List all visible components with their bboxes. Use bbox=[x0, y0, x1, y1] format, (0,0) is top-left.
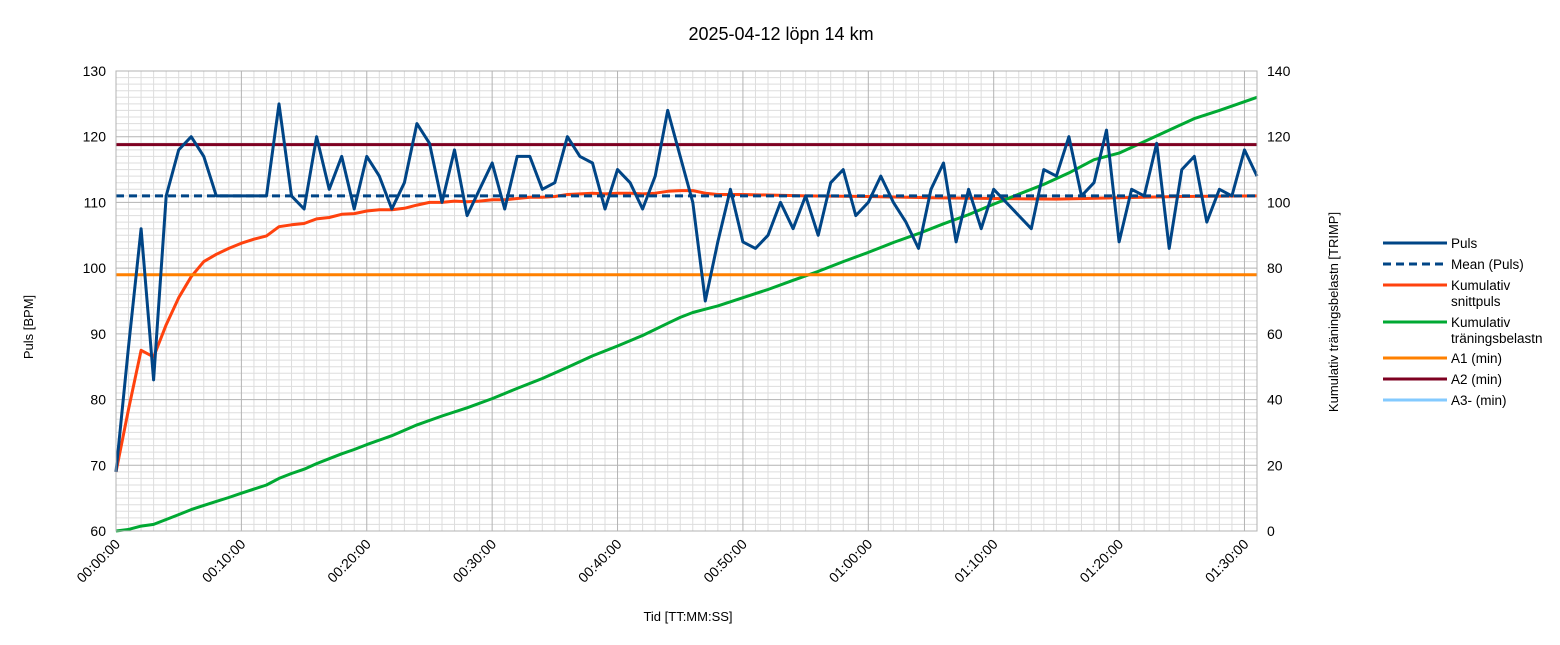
x-axis-label: Tid [TT:MM:SS] bbox=[643, 609, 732, 624]
legend-label: träningsbelastn bbox=[1451, 331, 1543, 346]
legend-label: Mean (Puls) bbox=[1451, 257, 1524, 272]
y2-axis-label: Kumulativ träningsbelastn [TRIMP] bbox=[1326, 212, 1341, 412]
y2-tick-label: 120 bbox=[1267, 129, 1291, 145]
x-tick-label: 00:00:00 bbox=[73, 536, 123, 586]
y2-tick-label: 0 bbox=[1267, 523, 1275, 539]
legend-label: Kumulativ bbox=[1451, 315, 1511, 330]
chart-title: 2025-04-12 löpn 14 km bbox=[688, 24, 873, 44]
series-line-kumulativ-tr-ningsbelastn bbox=[115, 95, 1258, 533]
y2-tick-label: 140 bbox=[1267, 63, 1291, 79]
y-tick-label: 80 bbox=[90, 392, 106, 408]
legend-label: snittpuls bbox=[1451, 294, 1501, 309]
y-tick-label: 70 bbox=[90, 457, 106, 473]
x-tick-label: 01:20:00 bbox=[1076, 536, 1126, 586]
x-tick-label: 00:30:00 bbox=[449, 536, 499, 586]
y-tick-label: 110 bbox=[84, 194, 107, 210]
series-line-puls bbox=[114, 102, 1259, 473]
y-tick-label: 130 bbox=[83, 63, 107, 79]
y-tick-label: 100 bbox=[83, 260, 107, 276]
y2-tick-label: 100 bbox=[1267, 194, 1291, 210]
plot-border bbox=[115, 70, 1258, 532]
y2-tick-label: 40 bbox=[1267, 392, 1283, 408]
grid bbox=[115, 70, 1258, 532]
y2-tick-label: 80 bbox=[1267, 260, 1283, 276]
legend-label: Puls bbox=[1451, 236, 1478, 251]
y2-tick-label: 20 bbox=[1267, 457, 1283, 473]
x-tick-label: 01:10:00 bbox=[951, 536, 1001, 586]
y-tick-label: 90 bbox=[90, 326, 106, 342]
legend-label: A3- (min) bbox=[1451, 393, 1507, 408]
y-axis-label: Puls [BPM] bbox=[21, 295, 36, 359]
legend-label: A2 (min) bbox=[1451, 372, 1502, 387]
y-tick-label: 60 bbox=[90, 523, 106, 539]
legend-label: A1 (min) bbox=[1451, 351, 1502, 366]
x-tick-label: 01:00:00 bbox=[826, 536, 876, 586]
y-tick-label: 120 bbox=[83, 129, 107, 145]
series-layer bbox=[114, 95, 1259, 533]
x-tick-label: 00:10:00 bbox=[199, 536, 249, 586]
x-tick-label: 00:40:00 bbox=[575, 536, 625, 586]
x-tick-label: 00:20:00 bbox=[324, 536, 374, 586]
x-tick-label: 00:50:00 bbox=[700, 536, 750, 586]
y2-tick-label: 60 bbox=[1267, 326, 1283, 342]
legend-label: Kumulativ bbox=[1451, 278, 1511, 293]
x-tick-label: 01:30:00 bbox=[1202, 536, 1252, 586]
